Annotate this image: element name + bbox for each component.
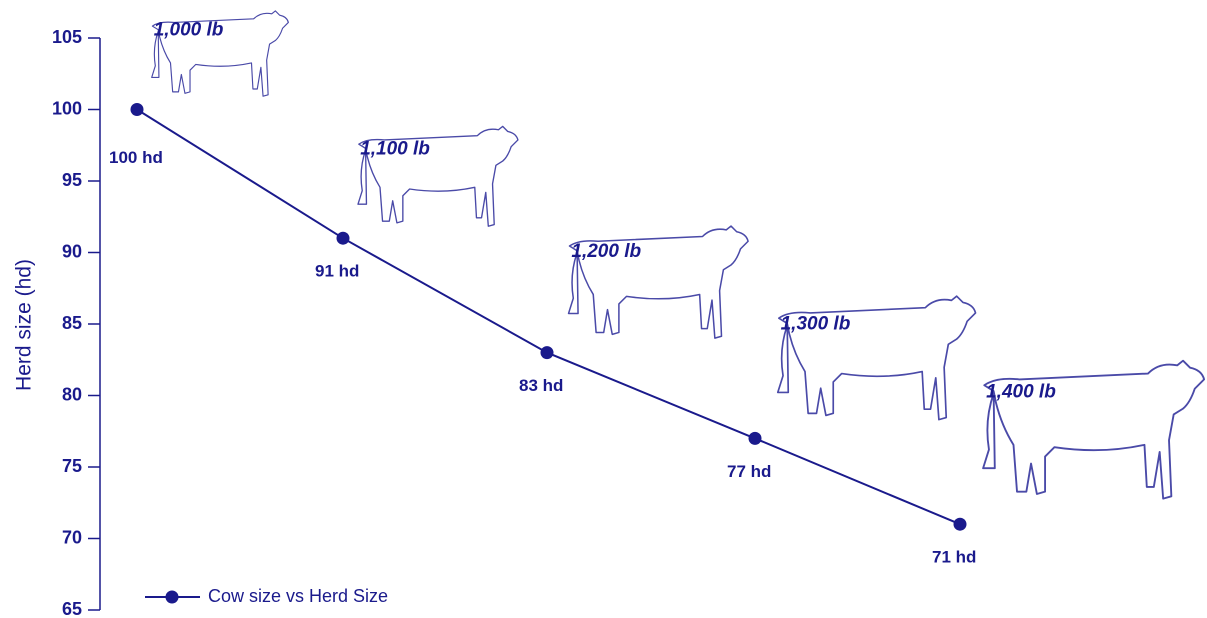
y-tick-label: 100: [52, 98, 82, 118]
category-label: 1,300 lb: [781, 314, 851, 335]
cows: 1,000 lb 1,100 lb 1,200 lb 1,300 lb 1,400 lb: [152, 11, 1204, 499]
value-label: 71 hd: [932, 548, 976, 567]
category-label: 1,100 lb: [360, 138, 430, 159]
data-point: [954, 518, 967, 531]
y-tick-label: 95: [62, 170, 82, 190]
category-label: 1,200 lb: [571, 241, 641, 262]
y-axis-label: Herd size (hd): [13, 259, 36, 391]
category-label: 1,000 lb: [154, 20, 224, 41]
data-point: [541, 346, 554, 359]
category-label: 1,400 lb: [986, 381, 1056, 402]
data-point: [131, 103, 144, 116]
y-tick-label: 70: [62, 527, 82, 547]
chart: Herd size (hd) 1,000 lb1,100 lb1,200 lb1…: [0, 0, 1207, 618]
legend-label: Cow size vs Herd Size: [208, 586, 388, 606]
y-tick-label: 75: [62, 456, 82, 476]
data-point: [749, 432, 762, 445]
value-label: 91 hd: [315, 262, 359, 281]
value-label: 83 hd: [519, 376, 563, 395]
legend-marker: [166, 591, 179, 604]
y-tick-label: 85: [62, 313, 82, 333]
value-label: 77 hd: [727, 462, 771, 481]
y-tick-label: 90: [62, 241, 82, 261]
data-point: [337, 232, 350, 245]
y-tick-label: 105: [52, 27, 82, 47]
y-tick-label: 65: [62, 599, 82, 618]
value-label: 100 hd: [109, 148, 163, 167]
y-tick-label: 80: [62, 384, 82, 404]
